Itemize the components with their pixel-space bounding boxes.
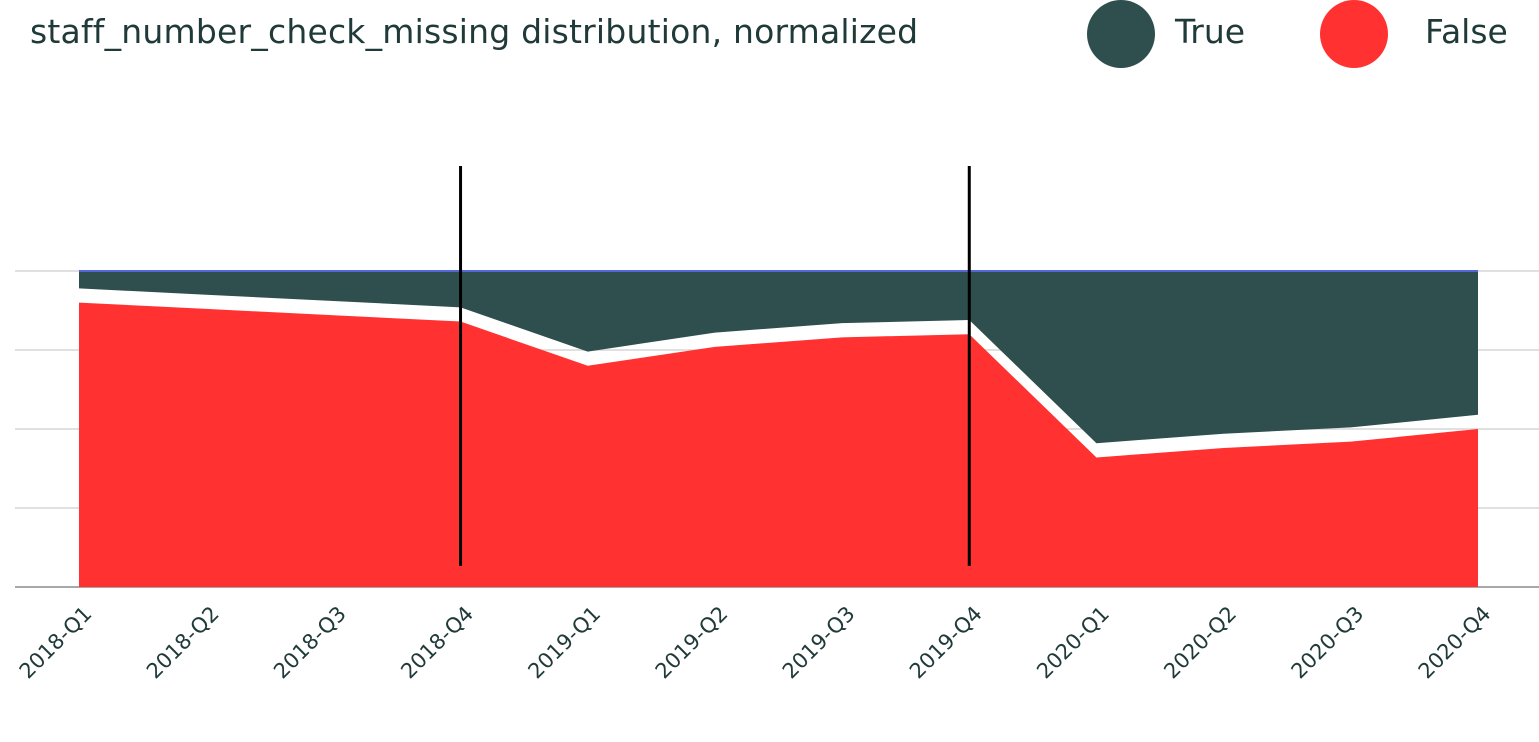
legend-true-marker bbox=[1087, 0, 1155, 68]
chart-title: staff_number_check_missing distribution,… bbox=[30, 12, 919, 51]
area-true bbox=[79, 271, 1478, 444]
x-tick-label: 2020-Q3 bbox=[1287, 602, 1369, 684]
x-tick-label: 2019-Q1 bbox=[523, 602, 605, 684]
x-tick-label: 2018-Q3 bbox=[269, 602, 351, 684]
legend: True False bbox=[0, 0, 1539, 70]
area-series bbox=[79, 270, 1478, 587]
x-tick-label: 2019-Q3 bbox=[778, 602, 860, 684]
legend-false-label: False bbox=[1425, 12, 1508, 51]
vertical-markers bbox=[459, 166, 971, 566]
x-tick-label: 2019-Q4 bbox=[905, 602, 987, 684]
x-tick-label: 2020-Q1 bbox=[1032, 602, 1114, 684]
x-tick-label: 2020-Q4 bbox=[1414, 602, 1496, 684]
x-tick-label: 2018-Q1 bbox=[15, 602, 97, 684]
legend-true-label: True bbox=[1175, 12, 1246, 51]
area-false bbox=[79, 302, 1478, 587]
legend-false-marker bbox=[1320, 0, 1388, 68]
x-tick-label: 2020-Q2 bbox=[1159, 602, 1241, 684]
x-tick-labels: 2018-Q1 2018-Q2 2018-Q3 2018-Q4 2019-Q1 2019-… bbox=[15, 602, 1496, 684]
x-tick-label: 2018-Q2 bbox=[142, 602, 224, 684]
x-tick-label: 2018-Q4 bbox=[396, 602, 478, 684]
x-tick-label: 2019-Q2 bbox=[651, 602, 733, 684]
